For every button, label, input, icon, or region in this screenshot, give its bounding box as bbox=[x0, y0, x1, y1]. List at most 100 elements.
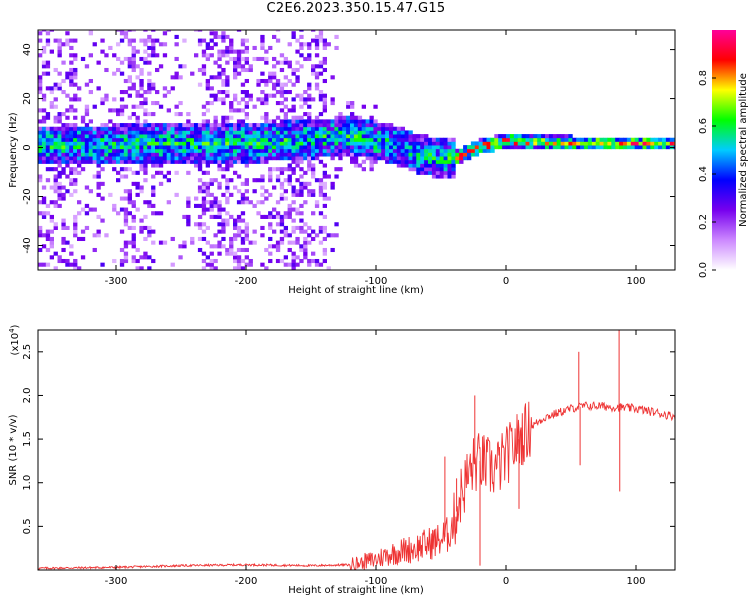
spectrogram-cell bbox=[541, 141, 546, 146]
spectrogram-cell bbox=[116, 108, 121, 113]
spectrogram-cell bbox=[119, 123, 125, 128]
spectrogram-cell bbox=[88, 130, 93, 135]
spectrogram-cell bbox=[307, 123, 312, 128]
spectrogram-cell bbox=[77, 145, 82, 150]
spectrogram-cell bbox=[57, 174, 62, 179]
spectrogram-cell bbox=[244, 67, 249, 73]
spectrogram-cell bbox=[428, 145, 433, 150]
spectrogram-cell bbox=[268, 119, 273, 124]
spectrogram-cell bbox=[139, 82, 144, 87]
spectrogram-cell bbox=[49, 148, 54, 153]
spectrogram-cell bbox=[96, 233, 101, 238]
spectrogram-cell bbox=[275, 90, 281, 95]
spectrogram-cell bbox=[365, 126, 370, 131]
spectrogram-cell bbox=[279, 145, 285, 150]
spectrogram-cell bbox=[65, 141, 70, 146]
spectrogram-cell bbox=[131, 134, 136, 139]
spectrogram-cell bbox=[147, 225, 152, 230]
spectrogram-cell bbox=[38, 229, 43, 234]
spectrogram-cell bbox=[307, 189, 312, 194]
spectrogram-cell bbox=[467, 156, 472, 161]
spectrogram-cell bbox=[287, 174, 292, 179]
spectrogram-cell bbox=[350, 130, 355, 135]
spectrogram-cell bbox=[291, 34, 296, 39]
spectrogram-cell bbox=[420, 148, 425, 153]
spectrogram-cell bbox=[342, 119, 347, 124]
spectrogram-cell bbox=[451, 148, 456, 153]
spectrogram-cell bbox=[205, 185, 210, 190]
spectrogram-cell bbox=[264, 49, 269, 54]
spectrogram-cell bbox=[369, 145, 374, 150]
x-tick-label: -200 bbox=[235, 276, 258, 287]
spectrogram-cell bbox=[61, 236, 66, 242]
spectrogram-cell bbox=[147, 126, 152, 131]
spectrogram-cell bbox=[209, 244, 214, 249]
spectrogram-cell bbox=[545, 137, 550, 142]
spectrogram-cell bbox=[299, 115, 304, 120]
spectrogram-cell bbox=[283, 152, 288, 157]
spectrogram-cell bbox=[307, 141, 312, 146]
spectrogram-cell bbox=[279, 123, 285, 128]
spectrogram-cell bbox=[377, 156, 382, 161]
spectrogram-cell bbox=[53, 189, 58, 194]
spectrogram-cell bbox=[178, 156, 183, 161]
spectrogram-cell bbox=[256, 148, 261, 153]
spectrogram-cell bbox=[77, 97, 82, 102]
spectrogram-cell bbox=[65, 225, 70, 230]
spectrogram-cell bbox=[166, 126, 171, 131]
spectrogram-cell bbox=[162, 137, 168, 142]
spectrogram-cell bbox=[65, 163, 70, 168]
spectrogram-cell bbox=[100, 137, 105, 142]
spectrogram-cell bbox=[400, 141, 405, 146]
spectrogram-cell bbox=[53, 82, 58, 87]
spectrogram-cell bbox=[229, 148, 234, 153]
spectrogram-cell bbox=[139, 185, 144, 190]
spectrogram-cell bbox=[240, 200, 246, 205]
spectrogram-cell bbox=[587, 137, 593, 142]
spectrogram-cell bbox=[233, 75, 238, 80]
spectrogram-cell bbox=[299, 137, 304, 142]
spectrogram-cell bbox=[73, 126, 78, 131]
spectrogram-cell bbox=[143, 49, 148, 54]
spectrogram-cell bbox=[100, 49, 105, 54]
spectrogram-cell bbox=[244, 262, 249, 267]
spectrogram-cell bbox=[53, 152, 58, 157]
spectrogram-cell bbox=[268, 75, 273, 80]
spectrogram-cell bbox=[221, 225, 226, 230]
spectrogram-cell bbox=[229, 137, 234, 142]
spectrogram-cell bbox=[45, 152, 51, 157]
spectrogram-cell bbox=[108, 119, 113, 124]
spectrogram-cell bbox=[225, 185, 230, 190]
spectrogram-cell bbox=[307, 145, 312, 150]
spectrogram-cell bbox=[314, 178, 320, 183]
spectrogram-cell bbox=[100, 262, 105, 267]
spectrogram-cell bbox=[326, 134, 331, 139]
spectrogram-cell bbox=[299, 229, 304, 234]
colorbar-label: Normalized spectral amplitude bbox=[738, 73, 749, 227]
spectrogram-cell bbox=[268, 222, 273, 227]
spectrogram-cell bbox=[123, 148, 129, 153]
spectrogram-cell bbox=[178, 244, 183, 249]
spectrogram-cell bbox=[112, 258, 117, 264]
spectrogram-cell bbox=[135, 159, 140, 164]
snr-plot: -300 -200 -100 0 100 0.51.01.52.02.5 Height … bbox=[8, 324, 676, 596]
spectrogram-cell bbox=[205, 200, 210, 205]
spectrogram-cell bbox=[221, 152, 226, 157]
spectrogram-cell bbox=[225, 159, 230, 164]
spectrogram-cell bbox=[447, 167, 452, 172]
spectrogram-cell bbox=[361, 119, 366, 124]
spectrogram-cell bbox=[556, 141, 561, 146]
spectrogram-cell bbox=[225, 45, 230, 50]
spectrogram-cell bbox=[463, 156, 468, 161]
spectrogram-cell bbox=[283, 119, 288, 124]
spectrogram-cell bbox=[377, 123, 382, 128]
spectrogram-cell bbox=[65, 115, 70, 120]
spectrogram-cell bbox=[162, 86, 168, 91]
spectrogram-cell bbox=[287, 214, 292, 219]
spectrogram-cell bbox=[295, 145, 300, 150]
spectrogram-cell bbox=[240, 266, 246, 270]
spectrogram-cell bbox=[233, 56, 238, 62]
spectrogram-cell bbox=[392, 145, 398, 150]
spectrogram-cell bbox=[369, 123, 374, 128]
spectrogram-cell bbox=[53, 181, 58, 186]
